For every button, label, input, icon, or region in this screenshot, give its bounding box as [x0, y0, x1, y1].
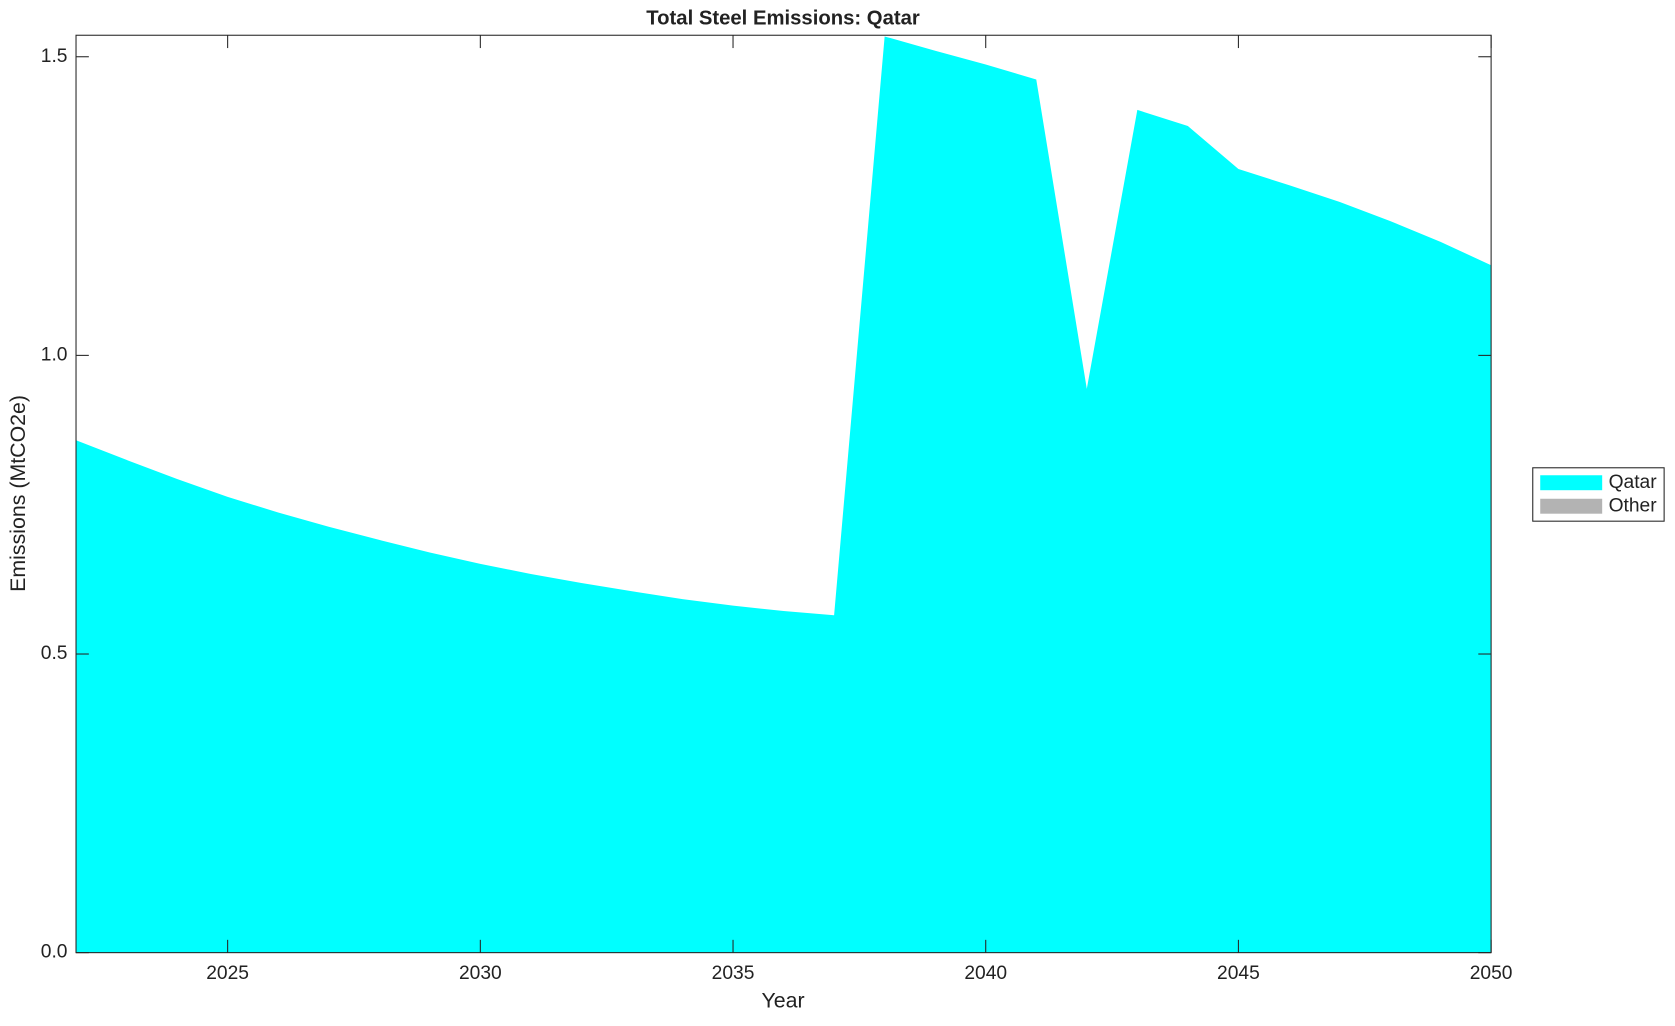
x-tick-label: 2030	[459, 963, 502, 984]
x-tick-label: 2040	[964, 963, 1007, 984]
x-tick-label: 2025	[206, 963, 249, 984]
legend-label: Other	[1609, 495, 1658, 516]
x-tick-label: 2045	[1217, 963, 1260, 984]
y-tick-label: 1.0	[41, 344, 68, 365]
x-tick-label: 2050	[1470, 963, 1513, 984]
chart-title: Total Steel Emissions: Qatar	[646, 8, 920, 30]
legend-swatch	[1540, 498, 1603, 514]
y-tick-label: 1.5	[41, 46, 68, 67]
legend-label: Qatar	[1609, 472, 1658, 493]
legend-swatch	[1540, 475, 1603, 491]
x-axis-label: Year	[761, 988, 804, 1012]
y-tick-label: 0.5	[41, 643, 68, 664]
plot-frame	[75, 34, 1492, 954]
area	[76, 36, 1492, 953]
y-tick-label: 0.0	[41, 942, 68, 963]
y-axis-label: Emissions (MtCO2e)	[6, 395, 30, 592]
x-tick-label: 2035	[712, 963, 755, 984]
